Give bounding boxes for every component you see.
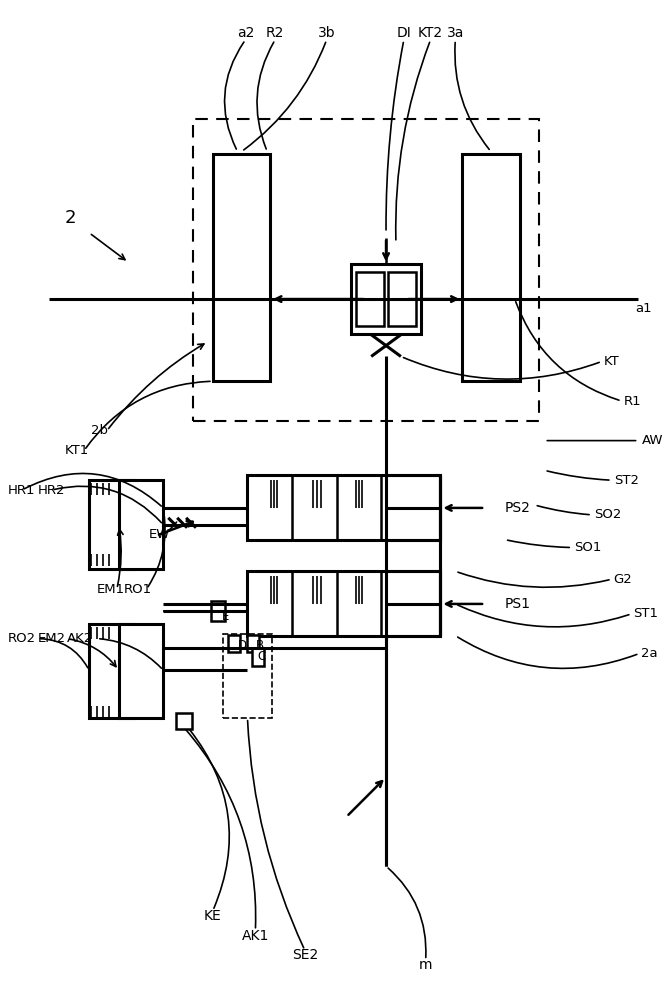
Text: PS1: PS1 bbox=[505, 597, 531, 611]
Text: D: D bbox=[237, 639, 247, 652]
Text: RO1: RO1 bbox=[124, 583, 152, 596]
Bar bbox=[247, 635, 259, 652]
Text: HR2: HR2 bbox=[38, 484, 65, 497]
Bar bbox=[193, 119, 539, 421]
Text: 2b: 2b bbox=[91, 424, 108, 437]
Bar bbox=[462, 154, 519, 381]
Text: KT1: KT1 bbox=[65, 444, 88, 457]
Text: 3b: 3b bbox=[318, 26, 335, 40]
Text: SO2: SO2 bbox=[594, 508, 621, 521]
Bar bbox=[89, 480, 134, 569]
Text: ST2: ST2 bbox=[614, 474, 638, 487]
Text: R2: R2 bbox=[266, 26, 285, 40]
Text: 3a: 3a bbox=[447, 26, 464, 40]
Bar bbox=[247, 571, 440, 636]
Bar bbox=[227, 635, 239, 652]
Text: 2a: 2a bbox=[642, 647, 658, 660]
Text: AK1: AK1 bbox=[241, 929, 269, 943]
Bar bbox=[119, 624, 164, 718]
Text: SE2: SE2 bbox=[292, 948, 318, 962]
Text: ST1: ST1 bbox=[634, 607, 658, 620]
Text: AW: AW bbox=[642, 434, 663, 447]
Text: KT2: KT2 bbox=[418, 26, 443, 40]
Bar bbox=[253, 648, 264, 666]
Bar bbox=[211, 601, 225, 621]
Bar bbox=[388, 272, 416, 326]
Text: EW: EW bbox=[148, 528, 170, 541]
Text: E: E bbox=[221, 610, 229, 623]
Text: PS2: PS2 bbox=[505, 501, 531, 515]
Text: m: m bbox=[419, 958, 432, 972]
Text: EM2: EM2 bbox=[38, 632, 66, 645]
Bar bbox=[247, 475, 440, 540]
Text: EM1: EM1 bbox=[97, 583, 125, 596]
Text: R1: R1 bbox=[624, 395, 641, 408]
Text: G2: G2 bbox=[614, 573, 632, 586]
Bar bbox=[176, 713, 192, 729]
Text: 2: 2 bbox=[65, 209, 76, 227]
Bar bbox=[213, 154, 270, 381]
Text: C: C bbox=[257, 650, 265, 663]
Text: HR1: HR1 bbox=[8, 484, 35, 497]
Text: SO1: SO1 bbox=[574, 541, 601, 554]
Text: AK2: AK2 bbox=[67, 632, 94, 645]
Bar bbox=[223, 634, 272, 718]
Text: B: B bbox=[255, 639, 263, 652]
Text: a2: a2 bbox=[237, 26, 254, 40]
Bar bbox=[351, 264, 421, 334]
Text: a1: a1 bbox=[636, 302, 652, 315]
Text: KT: KT bbox=[604, 355, 620, 368]
Bar bbox=[356, 272, 384, 326]
Bar bbox=[89, 624, 134, 718]
Bar bbox=[119, 480, 164, 569]
Text: DI: DI bbox=[396, 26, 411, 40]
Text: KE: KE bbox=[204, 909, 221, 923]
Text: RO2: RO2 bbox=[8, 632, 36, 645]
